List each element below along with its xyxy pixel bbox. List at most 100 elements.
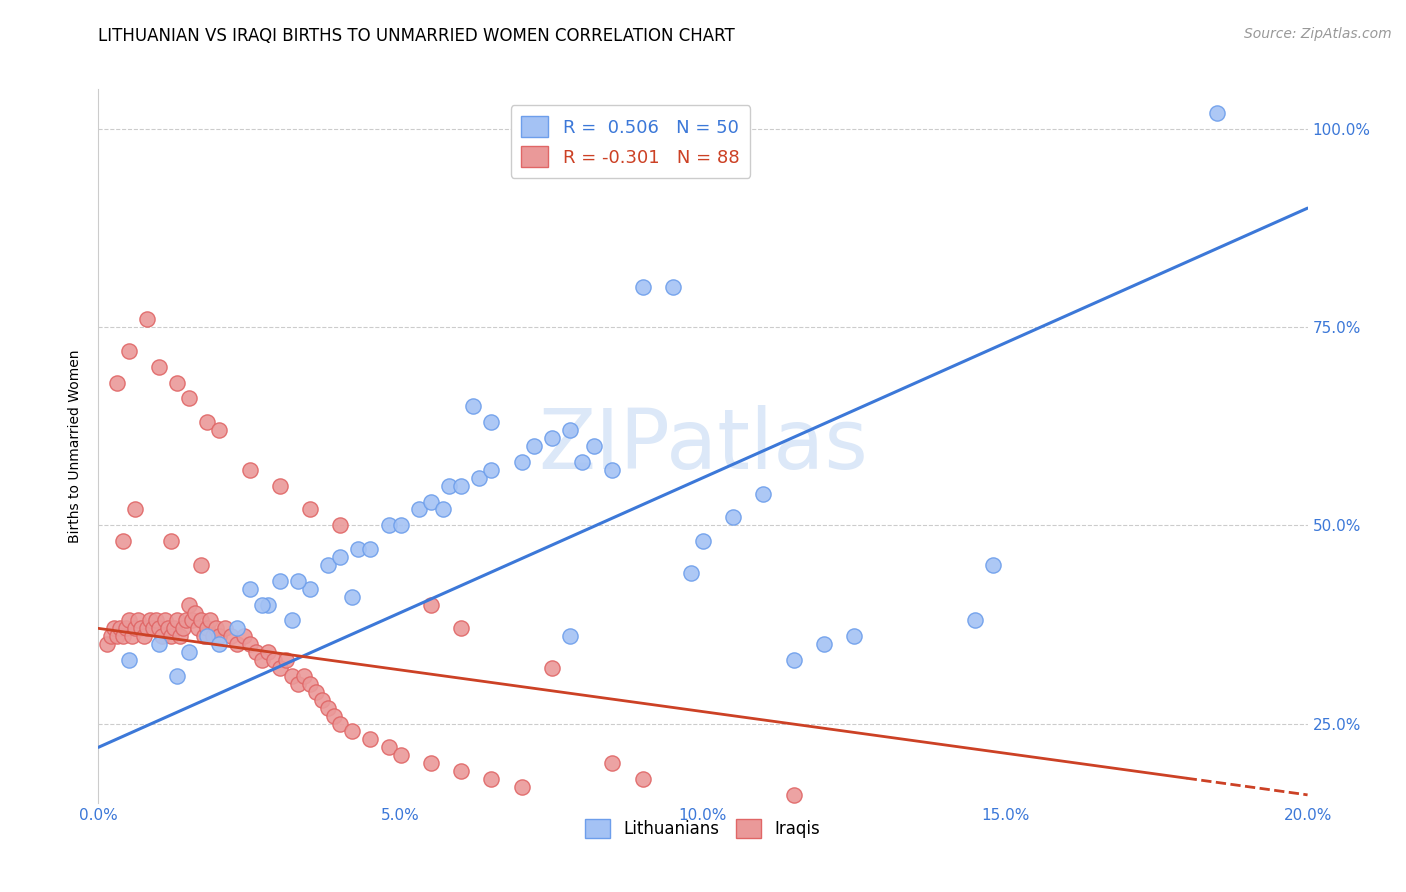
Point: [114, 621, 136, 635]
Point: [118, 343, 141, 358]
Point: [179, 645, 201, 659]
Point: [103, 621, 125, 635]
Point: [226, 637, 249, 651]
Point: [200, 614, 222, 628]
Point: [166, 669, 188, 683]
Point: [437, 478, 460, 492]
Point: [420, 598, 443, 612]
Point: [202, 629, 225, 643]
Point: [299, 677, 322, 691]
Point: [844, 629, 866, 643]
Point: [139, 614, 162, 628]
Point: [121, 629, 143, 643]
Point: [347, 542, 370, 557]
Point: [299, 582, 322, 596]
Point: [408, 502, 430, 516]
Point: [583, 439, 606, 453]
Point: [287, 574, 309, 588]
Point: [679, 566, 702, 580]
Point: [221, 629, 243, 643]
Point: [965, 614, 987, 628]
Point: [129, 621, 152, 635]
Point: [281, 614, 304, 628]
Point: [142, 621, 165, 635]
Point: [269, 661, 291, 675]
Point: [195, 415, 218, 429]
Point: [193, 629, 215, 643]
Point: [108, 621, 131, 635]
Point: [481, 463, 503, 477]
Point: [184, 606, 207, 620]
Text: ZIPatlas: ZIPatlas: [538, 406, 868, 486]
Point: [172, 621, 194, 635]
Text: LITHUANIAN VS IRAQI BIRTHS TO UNMARRIED WOMEN CORRELATION CHART: LITHUANIAN VS IRAQI BIRTHS TO UNMARRIED …: [98, 27, 735, 45]
Point: [631, 280, 654, 294]
Point: [132, 629, 155, 643]
Point: [160, 534, 183, 549]
Point: [256, 598, 278, 612]
Point: [420, 756, 443, 771]
Point: [661, 280, 683, 294]
Point: [342, 724, 364, 739]
Point: [540, 431, 562, 445]
Point: [179, 598, 201, 612]
Point: [118, 614, 141, 628]
Point: [523, 439, 546, 453]
Point: [316, 700, 339, 714]
Point: [160, 629, 183, 643]
Point: [245, 645, 267, 659]
Point: [450, 478, 472, 492]
Point: [342, 590, 364, 604]
Point: [752, 486, 775, 500]
Point: [195, 629, 218, 643]
Point: [111, 629, 134, 643]
Point: [723, 510, 745, 524]
Point: [329, 549, 352, 564]
Point: [166, 614, 188, 628]
Point: [187, 621, 209, 635]
Point: [813, 637, 835, 651]
Point: [510, 455, 533, 469]
Point: [208, 629, 231, 643]
Point: [602, 463, 624, 477]
Point: [208, 637, 231, 651]
Point: [153, 614, 176, 628]
Point: [981, 558, 1004, 572]
Point: [169, 629, 191, 643]
Point: [190, 614, 212, 628]
Point: [208, 423, 231, 437]
Point: [135, 621, 157, 635]
Point: [389, 748, 412, 763]
Point: [631, 772, 654, 786]
Point: [269, 478, 291, 492]
Point: [226, 621, 249, 635]
Point: [239, 582, 262, 596]
Point: [166, 376, 188, 390]
Point: [124, 502, 146, 516]
Point: [127, 614, 149, 628]
Point: [239, 637, 262, 651]
Point: [571, 455, 593, 469]
Point: [269, 574, 291, 588]
Point: [145, 614, 167, 628]
Point: [360, 542, 382, 557]
Point: [250, 653, 273, 667]
Point: [274, 653, 297, 667]
Point: [148, 359, 170, 374]
Point: [450, 764, 472, 778]
Legend: Lithuanians, Iraqis: Lithuanians, Iraqis: [579, 812, 827, 845]
Point: [292, 669, 315, 683]
Point: [181, 614, 204, 628]
Point: [256, 645, 278, 659]
Point: [389, 518, 412, 533]
Point: [510, 780, 533, 794]
Point: [239, 463, 262, 477]
Point: [96, 637, 118, 651]
Point: [195, 621, 218, 635]
Point: [481, 772, 503, 786]
Point: [432, 502, 454, 516]
Point: [135, 312, 157, 326]
Point: [329, 716, 352, 731]
Point: [174, 614, 197, 628]
Point: [156, 621, 179, 635]
